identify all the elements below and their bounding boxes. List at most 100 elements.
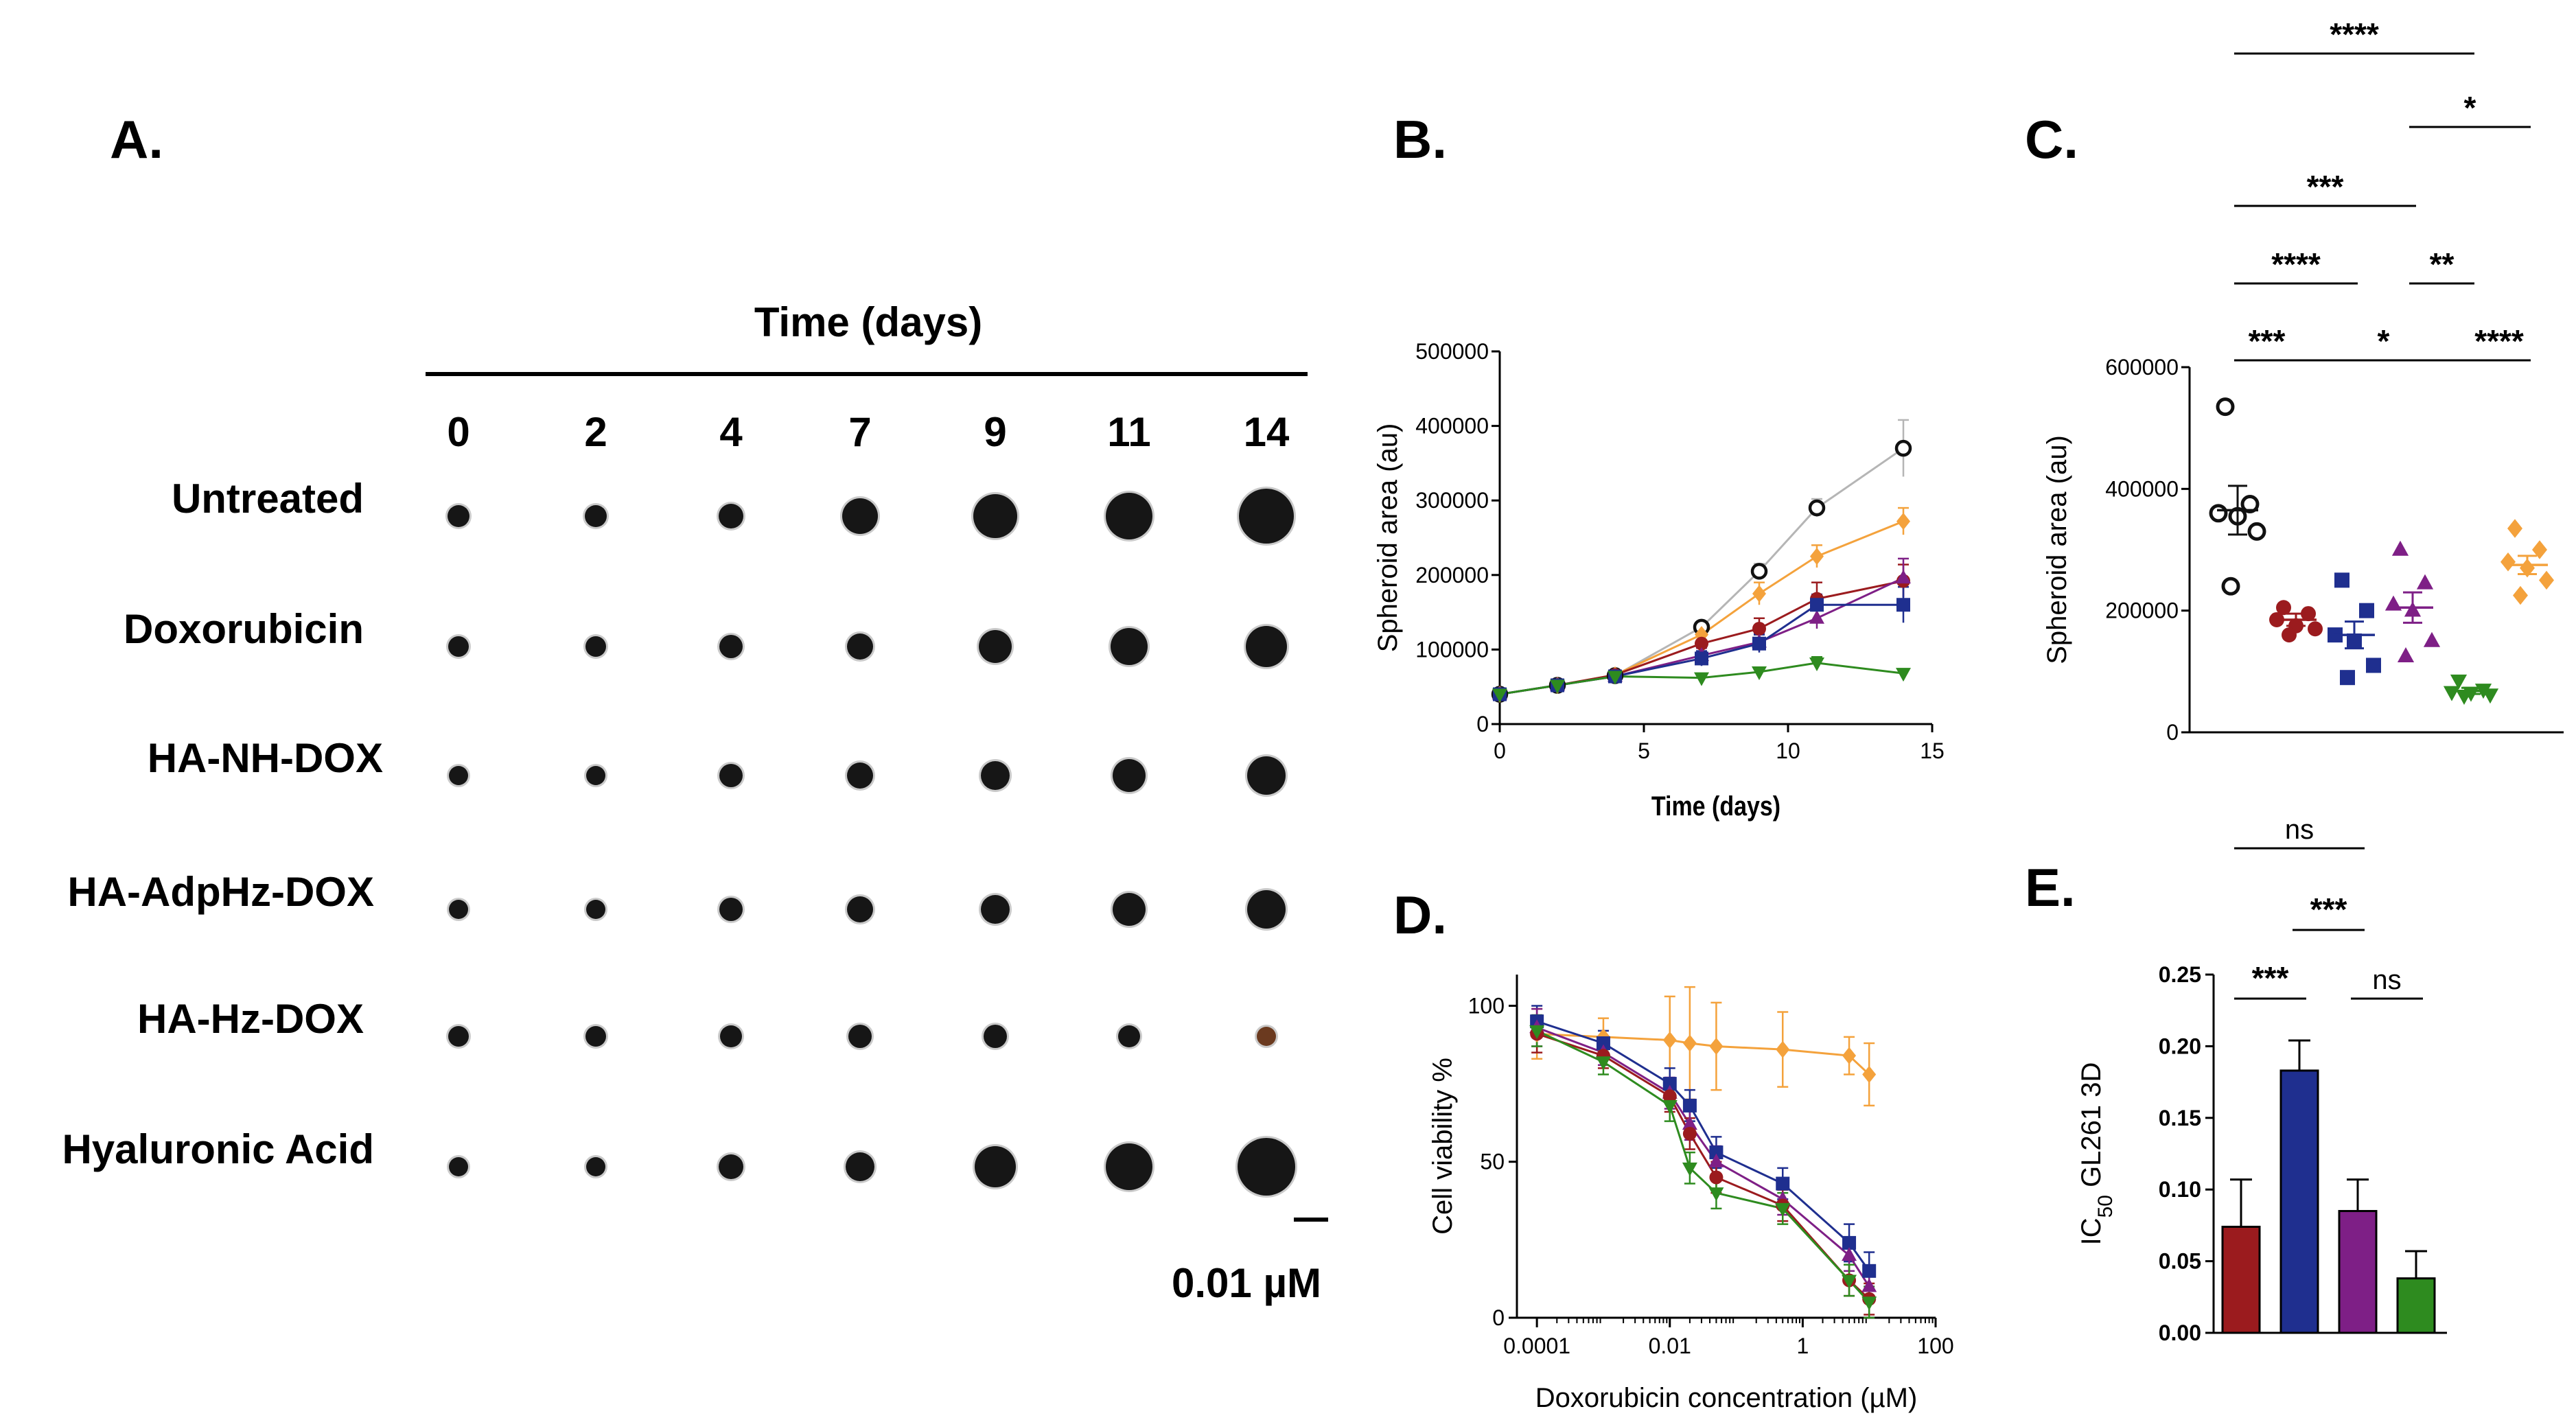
data-point	[2282, 627, 2297, 643]
spheroid	[448, 636, 469, 657]
spheroid	[1257, 1027, 1276, 1046]
row-label: Doxorubicin	[124, 606, 364, 652]
data-point	[1862, 1264, 1877, 1278]
data-point	[1809, 657, 1824, 671]
data-point	[1662, 1077, 1677, 1091]
data-point	[1810, 598, 1824, 612]
data-point	[1842, 1047, 1857, 1064]
data-point	[1842, 1247, 1857, 1261]
data-point	[2539, 570, 2554, 590]
y-tick-label: 200000	[1415, 563, 1489, 587]
y-title-part: IC	[2076, 1218, 2107, 1245]
y-axis-title: IC50 GL261 3D	[2076, 1062, 2117, 1246]
data-point	[1682, 1126, 1697, 1141]
row-label: Hyaluronic Acid	[62, 1126, 374, 1172]
data-point	[1896, 570, 1911, 584]
y-tick-label: 600000	[2105, 355, 2179, 380]
x-tick-label: 0.0001	[1503, 1334, 1570, 1358]
data-point	[1894, 439, 1912, 457]
y-tick-label: 0.15	[2159, 1106, 2201, 1130]
x-tick-label: 5	[1638, 738, 1650, 763]
scale-bar-label: 0.01 µM	[1172, 1260, 1321, 1306]
day-label: 11	[1107, 409, 1150, 455]
data-point	[1810, 548, 1824, 566]
bar	[2396, 1277, 2436, 1334]
series-line	[1499, 520, 1904, 696]
day-label: 0	[447, 409, 469, 455]
data-point	[2513, 585, 2528, 605]
data-point	[1682, 1162, 1697, 1176]
panel-a: Time (days) 0 2 4 7 9 11 14 Untreated Doxorubic…	[62, 299, 1328, 1306]
bar	[2279, 1069, 2319, 1334]
data-point	[2247, 522, 2266, 541]
spheroid	[719, 635, 743, 658]
data-point	[1752, 585, 1766, 603]
data-point	[1492, 688, 1507, 703]
data-point	[2216, 397, 2235, 417]
y-tick-label: 100	[1468, 993, 1505, 1018]
panel-d-label: D.	[1393, 885, 1447, 945]
y-tick-label: 500000	[1415, 339, 1489, 364]
data-point	[2423, 631, 2441, 647]
data-point	[1662, 1031, 1677, 1049]
data-point	[2507, 519, 2522, 538]
spheroid	[1238, 1138, 1295, 1196]
day-label: 7	[848, 409, 871, 455]
significance-label: ****	[2474, 323, 2524, 359]
row-label: Untreated	[172, 476, 364, 522]
data-point	[1861, 1296, 1877, 1311]
spheroid	[585, 636, 606, 657]
data-point	[1550, 679, 1565, 694]
y-title-part: GL261 3D	[2076, 1062, 2107, 1195]
data-point	[1842, 1274, 1857, 1289]
spheroid	[1246, 626, 1287, 667]
spheroid	[1106, 1143, 1152, 1190]
spheroid	[1113, 893, 1146, 926]
data-point	[1709, 1145, 1724, 1160]
day-label: 14	[1244, 409, 1290, 455]
data-point	[1709, 1038, 1724, 1056]
data-point	[2359, 603, 2374, 618]
panel-d: 0 50 100 0.0001 0.01 1 100 Doxorubicin concentr…	[1428, 975, 1954, 1413]
spheroid	[1113, 759, 1146, 792]
data-point	[2334, 572, 2349, 588]
y-tick-label: 300000	[1415, 488, 1489, 513]
spheroid	[449, 766, 468, 785]
fit-curve	[1536, 1026, 1870, 1288]
spheroid	[979, 630, 1012, 663]
y-tick-label: 0.05	[2159, 1249, 2201, 1274]
spheroid	[586, 1157, 605, 1176]
spheroid	[449, 1157, 468, 1176]
x-axis-title: Time (days)	[1651, 790, 1780, 821]
spheroid	[975, 1146, 1016, 1187]
spheroid	[847, 763, 873, 789]
data-point	[1695, 636, 1708, 651]
spheroid	[448, 1026, 469, 1047]
data-point	[2221, 577, 2240, 596]
spheroid	[981, 761, 1010, 790]
data-point	[1682, 1034, 1697, 1052]
spheroid	[720, 1025, 742, 1047]
significance-label: **	[2430, 246, 2455, 282]
y-tick-label: 400000	[1415, 414, 1489, 439]
significance-label: *	[2378, 323, 2390, 359]
data-point	[1682, 1116, 1697, 1130]
data-point	[1662, 1089, 1677, 1104]
data-point	[1708, 1187, 1724, 1202]
spheroid	[1106, 493, 1152, 539]
bar	[2338, 1210, 2378, 1334]
data-point	[1608, 671, 1623, 685]
significance-label: ***	[2249, 323, 2286, 359]
data-point	[1708, 1153, 1724, 1167]
x-tick-label: 100	[1917, 1334, 1953, 1358]
data-point	[1529, 1025, 1545, 1039]
data-point	[1752, 666, 1767, 680]
significance-label: ***	[2307, 169, 2344, 205]
data-point	[1596, 1036, 1610, 1050]
fit-curve	[1536, 1029, 1870, 1303]
data-point	[1896, 668, 1911, 682]
significance-label: ***	[2310, 892, 2347, 927]
spheroid	[1247, 756, 1286, 795]
